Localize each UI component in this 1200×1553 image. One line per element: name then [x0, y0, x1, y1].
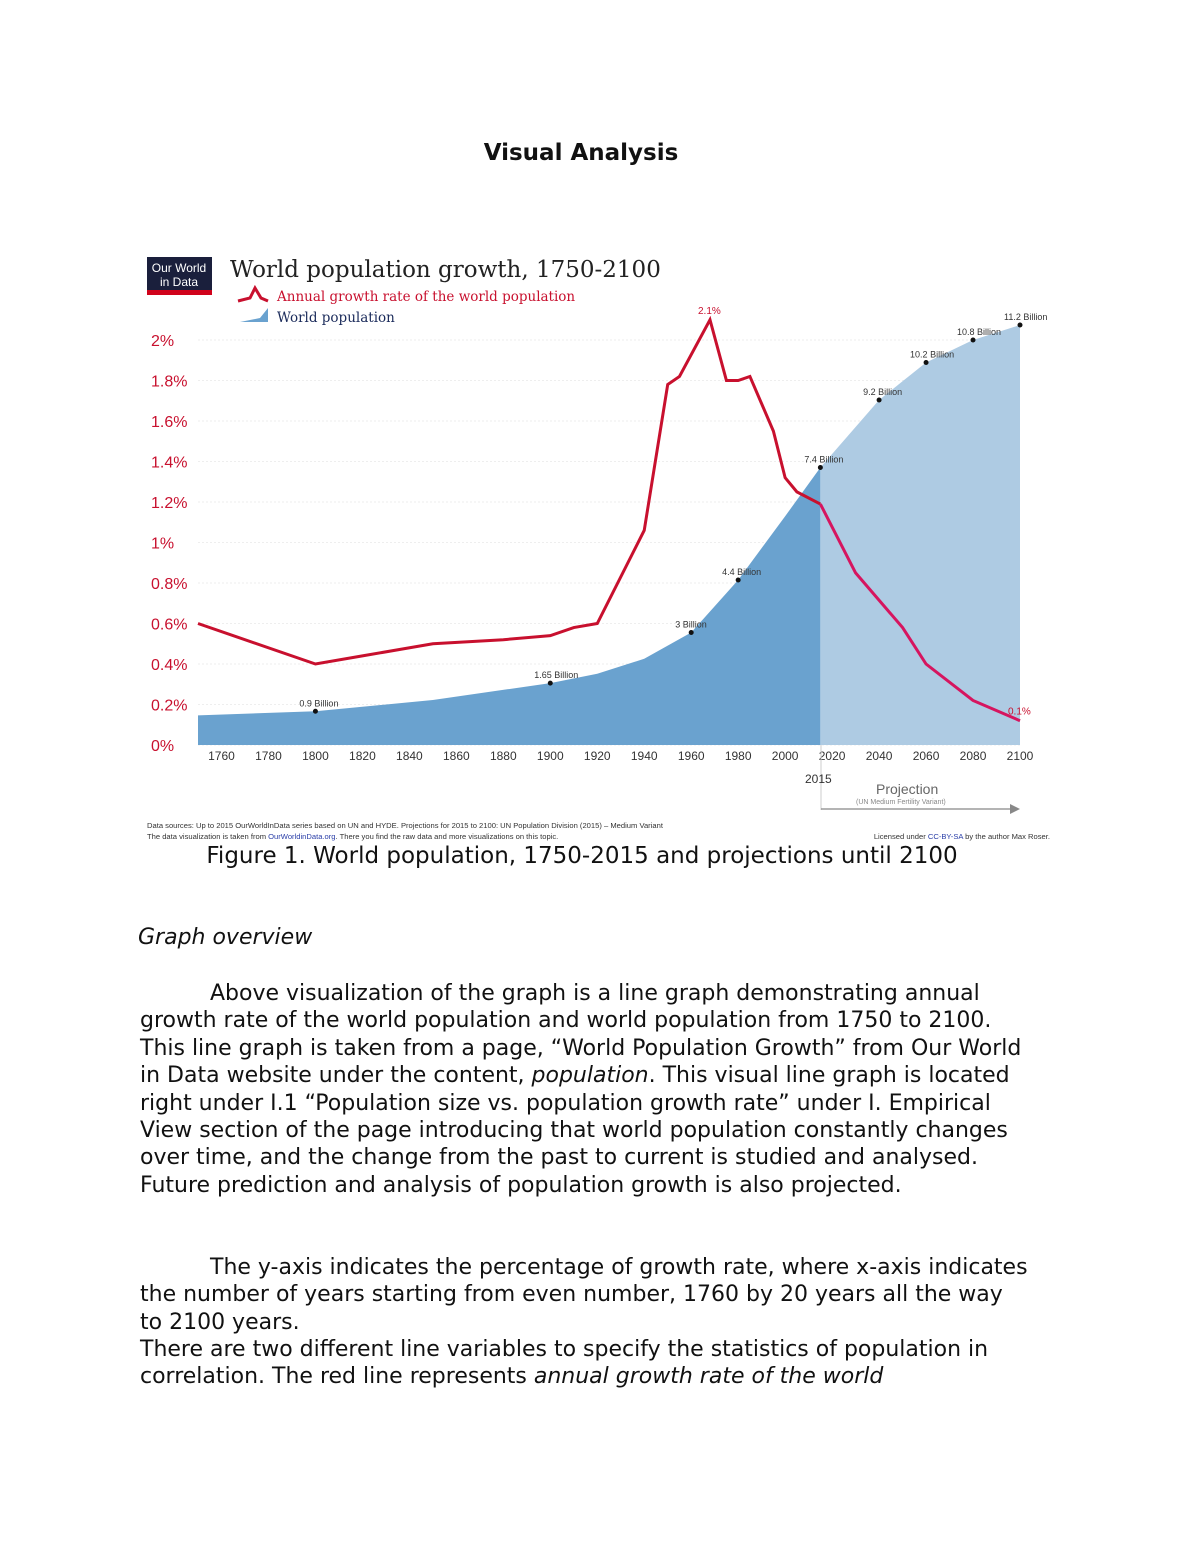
source-link[interactable]: OurWorldinData.org: [268, 832, 335, 841]
paragraph-1: Above visualization of the graph is a li…: [140, 981, 1022, 1198]
source-line-2: The data visualization is taken from Our…: [147, 832, 558, 841]
x-tick-label: 2040: [866, 749, 893, 763]
population-point: [688, 630, 694, 635]
x-tick-label: 1820: [349, 749, 376, 763]
x-tick-label: 1920: [584, 749, 611, 763]
chart-title: World population growth, 1750-2100: [230, 257, 661, 283]
population-legend-icon: [240, 308, 268, 322]
x-tick-label: 2020: [819, 749, 846, 763]
x-tick-label: 2060: [913, 749, 940, 763]
projection-annotation: 2015 Projection (UN Medium Fertility Var…: [805, 745, 1020, 814]
y-tick-label: 1.4%: [151, 455, 187, 472]
population-point-label: 10.8 Billion: [957, 327, 1001, 337]
population-point: [735, 577, 741, 583]
population-area-historical: [198, 467, 821, 745]
growth-rate-line-historical: [197, 315, 822, 666]
x-tick-label: 1900: [537, 749, 564, 763]
license-text: Licensed under CC-BY-SA by the author Ma…: [874, 832, 1050, 841]
legend-population: World population: [277, 310, 395, 326]
paragraph-2: The y-axis indicates the percentage of g…: [140, 1255, 1028, 1335]
population-point: [547, 680, 553, 686]
population-point-label: 9.2 Billion: [863, 387, 902, 397]
owid-logo: Our World in Data: [147, 257, 212, 295]
x-tick-label: 1940: [631, 749, 658, 763]
population-point: [970, 337, 976, 343]
x-tick-label: 1760: [208, 749, 235, 763]
projection-sublabel: (UN Medium Fertility Variant): [856, 799, 946, 806]
population-point: [817, 465, 823, 470]
legend: Annual growth rate of the world populati…: [237, 284, 575, 326]
paragraph-3: There are two different line variables t…: [140, 1337, 989, 1390]
population-point-label: 7.4 Billion: [804, 455, 843, 465]
x-tick-label: 1840: [396, 749, 423, 763]
legend-growth: Annual growth rate of the world populati…: [276, 289, 575, 305]
growth-legend-icon: [237, 284, 269, 303]
y-tick-label: 0.6%: [151, 617, 187, 634]
growth-point-label: 2.1%: [698, 306, 721, 317]
y-tick-label: 0%: [151, 738, 174, 755]
x-tick-label: 1880: [490, 749, 517, 763]
y-tick-label: 0.4%: [151, 657, 187, 674]
y-tick-label: 0.2%: [151, 698, 187, 715]
population-point-label: 11.2 Billion: [1004, 312, 1047, 322]
svg-text:in Data: in Data: [160, 275, 198, 289]
population-point-label: 0.9 Billion: [299, 698, 338, 708]
x-tick-label: 1960: [678, 749, 705, 763]
population-point: [876, 397, 882, 403]
x-tick-label: 2100: [1007, 749, 1034, 763]
population-point-label: 10.2 Billion: [910, 350, 954, 360]
y-tick-label: 0.8%: [151, 576, 187, 593]
x-tick-label: 1780: [255, 749, 282, 763]
population-growth-chart: Our World in Data World population growt…: [147, 257, 1050, 841]
population-point: [312, 708, 318, 714]
document-title: Visual Analysis: [483, 140, 679, 166]
y-tick-label: 2%: [151, 333, 174, 350]
x-tick-label: 1800: [302, 749, 329, 763]
population-point: [923, 360, 929, 365]
population-area-projection: [820, 325, 1020, 745]
growth-rate-line-projection: [819, 503, 1021, 723]
population-point-label: 1.65 Billion: [534, 670, 578, 680]
growth-point-label: 0.1%: [1008, 707, 1031, 718]
y-tick-label: 1.8%: [151, 374, 187, 391]
x-tick-label: 1980: [725, 749, 752, 763]
y-tick-label: 1.6%: [151, 414, 187, 431]
source-line-1: Data sources: Up to 2015 OurWorldInData …: [147, 821, 664, 830]
x-tick-label: 2000: [772, 749, 799, 763]
population-point: [1017, 322, 1023, 328]
section-heading: Graph overview: [138, 925, 313, 950]
projection-year: 2015: [805, 772, 832, 786]
population-point-label: 3 Billion: [675, 620, 707, 630]
license-link[interactable]: CC-BY-SA: [928, 832, 965, 841]
y-tick-label: 1.2%: [151, 495, 187, 512]
x-tick-label: 1860: [443, 749, 470, 763]
projection-label: Projection: [876, 781, 938, 797]
y-tick-label: 1%: [151, 536, 174, 553]
svg-text:Our World: Our World: [152, 261, 206, 275]
population-point-label: 4.4 Billion: [722, 567, 761, 577]
x-tick-label: 2080: [960, 749, 987, 763]
figure-caption: Figure 1. World population, 1750-2015 an…: [206, 843, 958, 869]
